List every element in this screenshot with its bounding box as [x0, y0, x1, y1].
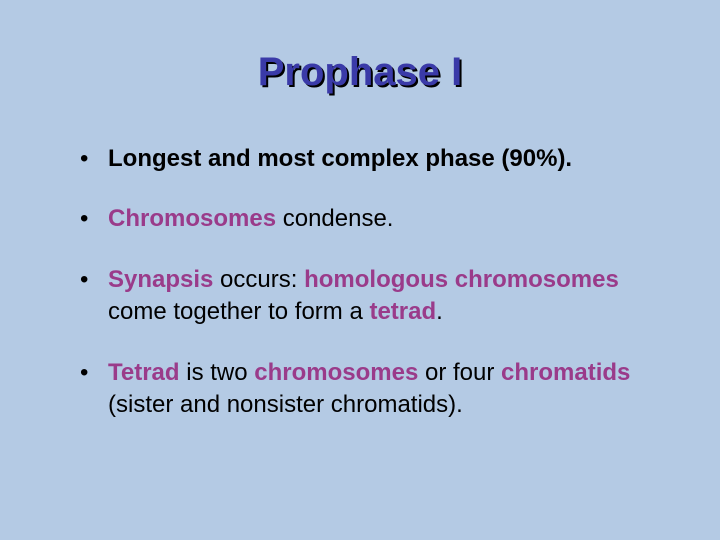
text-run: (sister and nonsister chromatids). — [108, 391, 463, 418]
text-run: homologous chromosomes — [304, 266, 619, 293]
text-run: come together to form a — [108, 298, 369, 325]
bullet-item: Chromosomes condense. — [80, 203, 660, 235]
bullet-item: Tetrad is two chromosomes or four chroma… — [80, 357, 660, 422]
text-run: chromosomes — [254, 359, 418, 386]
slide: Prophase I Longest and most complex phas… — [0, 0, 720, 540]
text-run: . — [436, 298, 443, 325]
text-run: is two — [180, 359, 255, 386]
text-run: Synapsis — [108, 266, 213, 293]
text-run: occurs: — [213, 266, 304, 293]
text-run: Chromosomes — [108, 205, 276, 232]
slide-title: Prophase I — [60, 50, 660, 95]
bullet-list: Longest and most complex phase (90%). Chr… — [60, 143, 660, 421]
text-run: chromatids — [501, 359, 630, 386]
text-run: or four — [418, 359, 501, 386]
text-run: Longest and most complex phase (90%). — [108, 145, 572, 172]
bullet-item: Synapsis occurs: homologous chromosomes … — [80, 264, 660, 329]
text-run: tetrad — [369, 298, 436, 325]
text-run: Tetrad — [108, 359, 180, 386]
text-run: condense. — [276, 205, 393, 232]
bullet-item: Longest and most complex phase (90%). — [80, 143, 660, 175]
